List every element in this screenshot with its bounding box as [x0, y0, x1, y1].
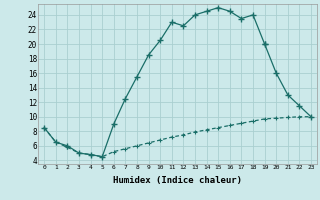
X-axis label: Humidex (Indice chaleur): Humidex (Indice chaleur): [113, 176, 242, 185]
